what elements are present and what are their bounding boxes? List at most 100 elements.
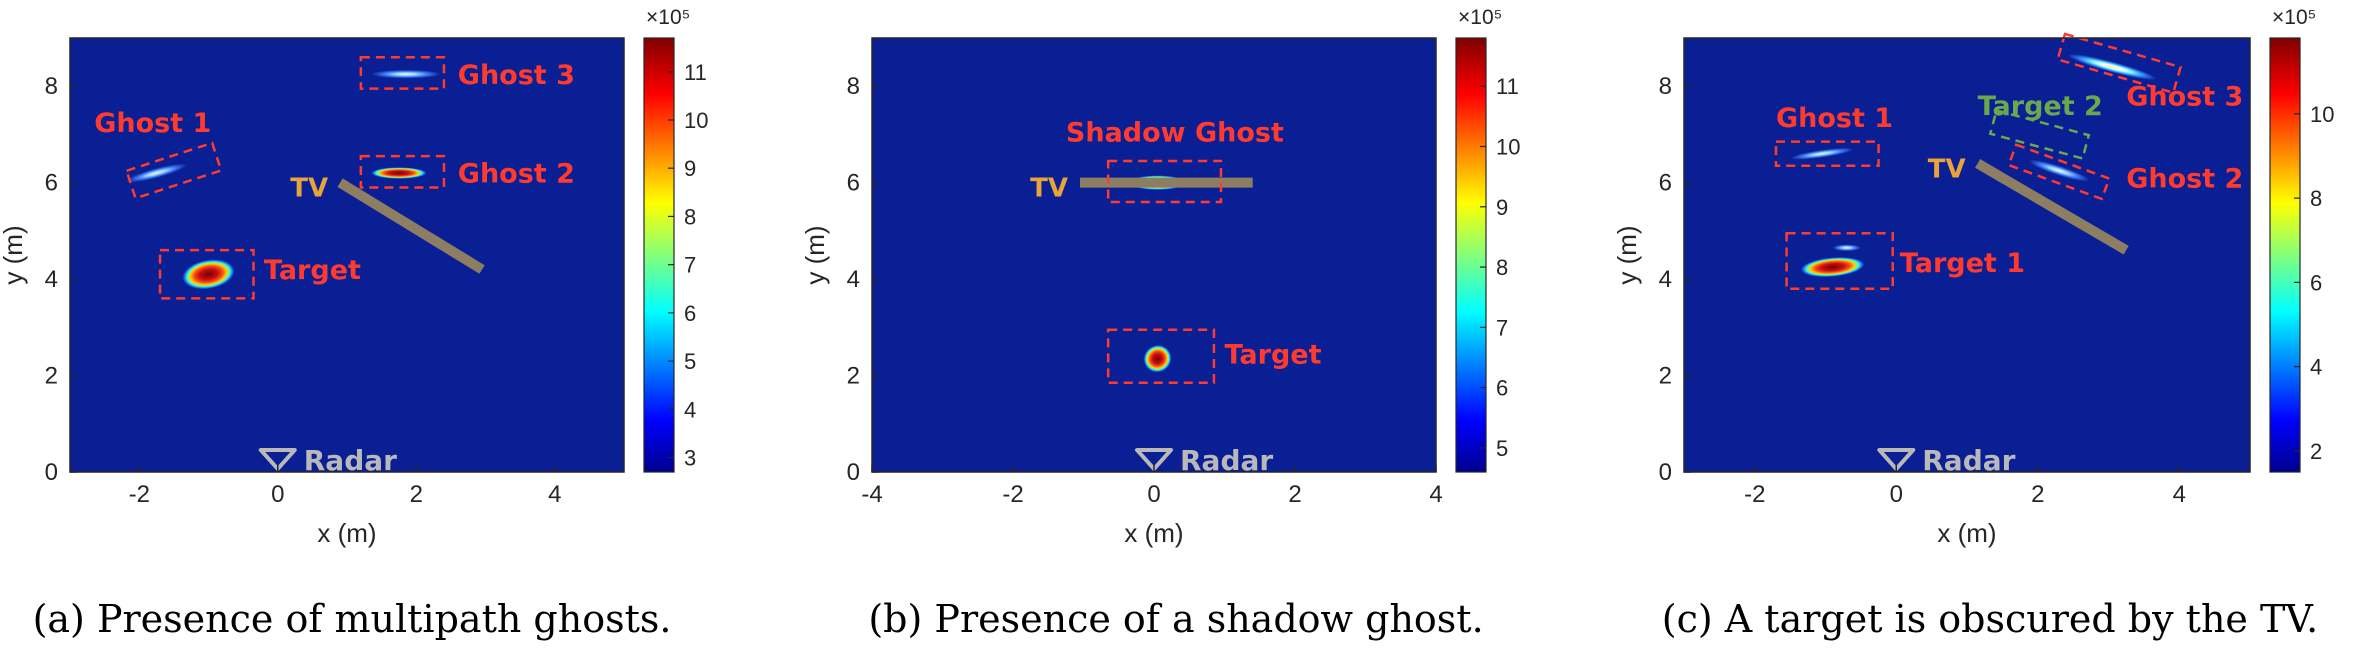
y-tick-label: 6 [45,170,58,197]
annotation-box [2007,143,2111,201]
colorbar-tick-label: 2 [2310,439,2322,464]
colorbar-tick-label: 6 [1496,376,1508,401]
y-tick-label: 4 [847,266,860,293]
heatmap-background [70,38,624,472]
tv-wall-line [337,178,485,274]
y-axis-label: y (m) [0,225,28,284]
heatmap-background [872,38,1436,472]
heatmap-blob [1832,244,1861,252]
annotation-box [359,154,446,189]
y-tick-label: 4 [45,266,58,293]
plot-frame [1683,37,2251,473]
annotation-label: Ghost 1 [1776,103,1893,134]
y-tick-label: 6 [847,170,860,197]
x-tick-label: -2 [1002,481,1023,508]
annotation-box [2056,32,2183,95]
y-tick-label: 0 [1659,459,1672,486]
colorbar-tick-label: 7 [1496,315,1508,340]
colorbar-tick-label: 11 [1496,74,1519,99]
colorbar-tick-label: 7 [684,253,696,278]
annotation-label: Ghost 1 [94,108,211,139]
annotation-box [1106,328,1216,385]
tv-wall-line [1975,159,2129,255]
heatmap-blob [371,167,427,179]
heatmap-blob [2067,53,2157,80]
x-axis-label: x (m) [317,518,376,548]
x-tick-label: 0 [271,481,284,508]
heatmap-blob [2028,159,2090,182]
colorbar-tick-label: 8 [1496,255,1508,280]
colorbar [2269,37,2301,473]
annotation-label: Ghost 3 [458,60,575,91]
x-tick-label: 4 [548,481,561,508]
colorbar-tick-label: 6 [2310,270,2322,295]
heatmap-blob [1800,257,1865,278]
heatmap-blob [1143,344,1172,373]
x-tick-label: 2 [410,481,423,508]
x-tick-label: 2 [1288,481,1301,508]
annotation-box [1106,159,1223,204]
annotation-label: Ghost 2 [458,159,575,190]
annotation-box [125,141,223,200]
colorbar-tick-label: 10 [1496,135,1520,160]
y-tick-label: 2 [45,363,58,390]
y-tick-label: 0 [847,459,860,486]
y-axis-label: y (m) [800,225,830,284]
colorbar [643,37,675,473]
y-axis-label: y (m) [1612,225,1642,284]
colorbar-multiplier: ×10⁵ [1458,6,1502,29]
colorbar-tick-label: 10 [2310,102,2334,127]
y-tick-label: 4 [1659,266,1672,293]
x-tick-label: -4 [861,481,882,508]
colorbar-tick-label: 6 [684,301,696,326]
colorbar-tick-label: 8 [684,204,696,229]
x-tick-label: -2 [129,481,150,508]
heatmap-blob [371,69,441,79]
colorbar-tick-label: 8 [2310,186,2322,211]
colorbar-tick-label: 4 [2310,355,2322,380]
figure-caption: (c) A target is obscured by the TV. [1662,597,2318,641]
x-axis-label: x (m) [1937,518,1996,548]
annotation-label: Ghost 2 [2126,163,2243,194]
annotation-label: Target 1 [1900,248,2025,279]
colorbar-tick-label: 5 [1496,436,1508,461]
annotation-label: Shadow Ghost [1066,118,1284,149]
radar-icon [1877,447,1916,471]
colorbar-tick-label: 4 [684,397,696,422]
colorbar-tick-label: 9 [1496,195,1508,220]
y-tick-label: 8 [847,73,860,100]
colorbar-multiplier: ×10⁵ [2272,6,2316,29]
annotation-box [1774,140,1880,168]
annotation-label: Target 2 [1978,91,2103,122]
heatmap-blob [126,163,187,183]
colorbar-tick-label: 3 [684,446,696,471]
y-tick-label: 2 [847,363,860,390]
radar-icon [258,447,297,471]
heatmap-blob [1790,147,1854,160]
x-tick-label: 4 [2173,481,2186,508]
colorbar-tick-label: 11 [684,60,707,85]
heatmap-blob [182,259,235,290]
x-tick-label: 4 [1429,481,1442,508]
heatmap-background [1684,38,2250,472]
y-tick-label: 6 [1659,170,1672,197]
annotation-box [1988,108,2091,160]
x-tick-label: 0 [1890,481,1903,508]
colorbar-tick-label: 10 [684,108,708,133]
x-tick-label: -2 [1744,481,1765,508]
tv-label: TV [1928,154,1966,184]
annotation-label: Ghost 3 [2126,82,2243,113]
y-tick-label: 8 [1659,73,1672,100]
y-tick-label: 8 [45,73,58,100]
colorbar-tick-label: 5 [684,349,696,374]
annotation-label: Target [1225,340,1322,371]
radar-icon [1135,447,1173,471]
y-tick-label: 0 [45,459,58,486]
figure-caption: (a) Presence of multipath ghosts. [33,597,672,641]
figure-caption: (b) Presence of a shadow ghost. [868,597,1483,641]
annotation-box [1785,232,1894,291]
